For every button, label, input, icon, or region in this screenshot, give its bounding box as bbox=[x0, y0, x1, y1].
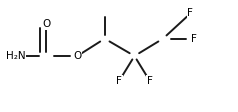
Text: O: O bbox=[42, 19, 50, 29]
Text: F: F bbox=[116, 76, 122, 86]
Text: O: O bbox=[73, 51, 81, 61]
Text: H₂N: H₂N bbox=[6, 51, 25, 61]
Text: F: F bbox=[147, 76, 153, 86]
Text: F: F bbox=[191, 34, 197, 44]
Text: F: F bbox=[188, 8, 193, 18]
